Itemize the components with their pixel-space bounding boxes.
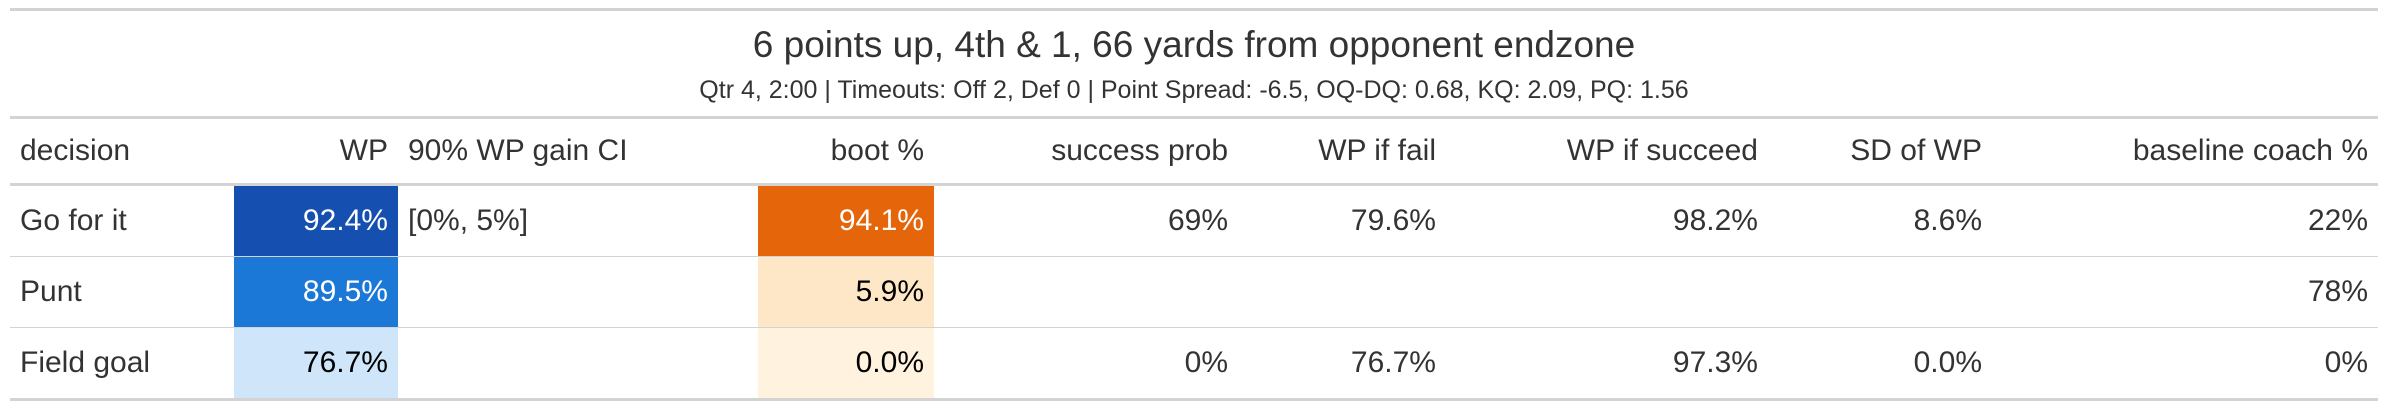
col-header-ci: 90% WP gain CI [408, 134, 628, 167]
cell-wp-fail: 76.7% [1350, 346, 1436, 379]
header-row: decision WP 90% WP gain CI boot % succes… [10, 117, 2378, 185]
col-header-baseline: baseline coach % [2132, 134, 2368, 167]
cell-sd: 0.0% [1913, 346, 1982, 379]
col-header-decision: decision [20, 134, 131, 167]
cell-wp-succeed: 98.2% [1672, 204, 1758, 237]
cell-boot: 94.1% [758, 184, 934, 257]
cell-wp-fail [1238, 257, 1446, 328]
cell-wp: 89.5% [234, 256, 398, 328]
decision-table-container: 6 points up, 4th & 1, 66 yards from oppo… [10, 8, 2378, 401]
cell-wp-succeed [1446, 257, 1768, 328]
cell-wp-succeed: 97.3% [1672, 346, 1758, 379]
table-subtitle: Qtr 4, 2:00 | Timeouts: Off 2, Def 0 | P… [699, 76, 1689, 104]
col-header-sd: SD of WP [1850, 134, 1982, 167]
col-header-boot: boot % [830, 134, 924, 167]
table-row: Go for it 92.4% [0%, 5%] 94.1% 69% 79.6%… [10, 184, 2378, 257]
cell-decision: Punt [20, 275, 82, 308]
cell-success-prob: 69% [1167, 204, 1228, 237]
cell-baseline: 78% [2307, 275, 2368, 308]
table-row: Field goal 76.7% 0.0% 0% 76.7% 97.3% 0.0… [10, 327, 2378, 400]
cell-ci [398, 257, 758, 328]
col-header-success-prob: success prob [1051, 134, 1228, 167]
cell-boot: 5.9% [758, 256, 934, 328]
cell-decision: Field goal [20, 346, 151, 379]
decision-table: decision WP 90% WP gain CI boot % succes… [10, 116, 2378, 401]
cell-wp: 76.7% [234, 327, 398, 400]
cell-success-prob [934, 257, 1238, 328]
cell-sd: 8.6% [1913, 204, 1982, 237]
cell-ci: [0%, 5%] [408, 204, 529, 237]
cell-baseline: 0% [2324, 346, 2368, 379]
col-header-wp: WP [339, 134, 388, 167]
table-title: 6 points up, 4th & 1, 66 yards from oppo… [752, 24, 1636, 65]
cell-wp-fail: 79.6% [1350, 204, 1436, 237]
cell-success-prob: 0% [1184, 346, 1228, 379]
cell-ci [398, 328, 758, 400]
top-rule [10, 8, 2378, 11]
col-header-wp-fail: WP if fail [1318, 134, 1436, 167]
cell-boot: 0.0% [758, 327, 934, 400]
cell-sd [1768, 257, 1992, 328]
table-row: Punt 89.5% 5.9% 78% [10, 256, 2378, 328]
cell-wp: 92.4% [234, 184, 398, 257]
cell-decision: Go for it [20, 204, 127, 237]
cell-baseline: 22% [2307, 204, 2368, 237]
col-header-wp-succeed: WP if succeed [1566, 134, 1758, 167]
